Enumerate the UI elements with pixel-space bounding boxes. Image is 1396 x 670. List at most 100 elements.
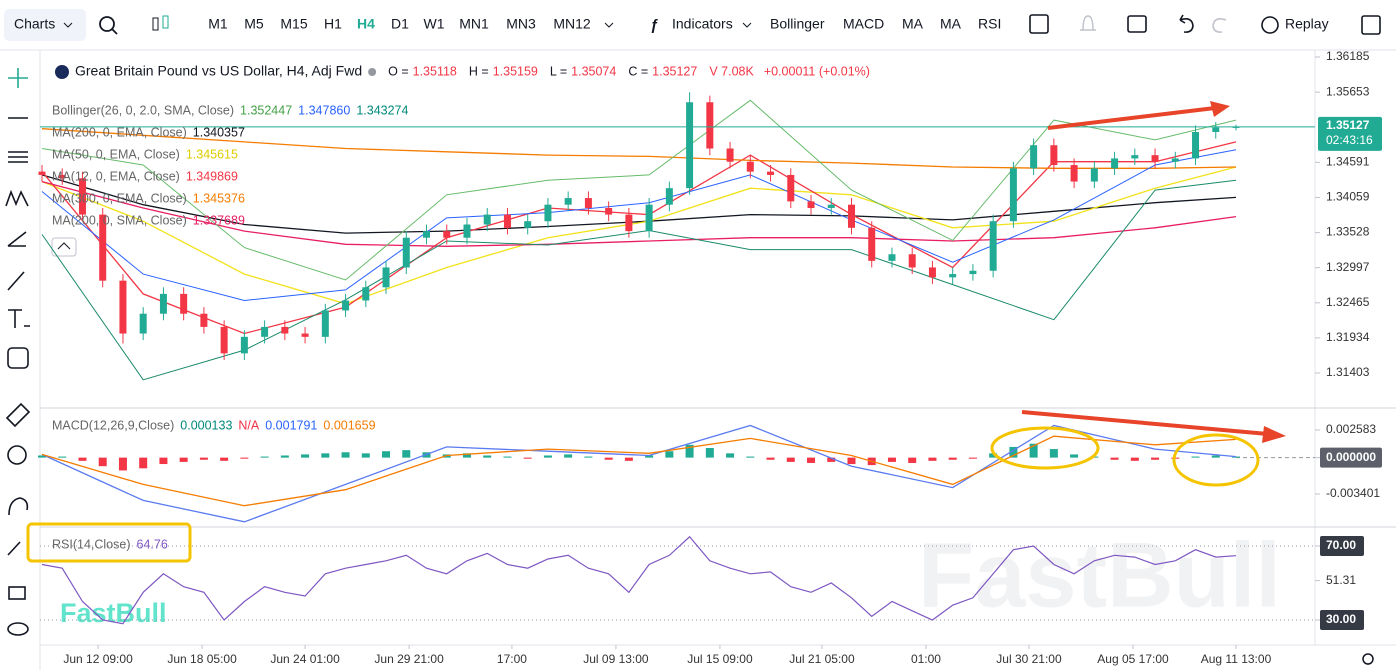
brush-tool[interactable] [7,271,25,291]
settings-icon[interactable] [1362,653,1374,665]
candle-body [665,188,673,205]
text-tool[interactable] [8,309,30,328]
histogram-bar [645,455,654,458]
projection-tool[interactable] [7,231,27,247]
candle-body [321,310,329,337]
histogram-bar [179,457,188,462]
emoji-tool[interactable] [7,347,29,369]
candle-body [686,102,694,189]
histogram-bar [726,453,735,458]
x-tick-label: 17:00 [497,652,527,666]
fx-icon: ƒ [650,17,658,34]
zero-value-box [1320,447,1382,468]
y-tick-label: 70.00 [1326,538,1356,552]
y-tick-label: -0.003401 [1326,486,1380,500]
timeframe-button[interactable]: M1 [208,16,228,32]
indicator-button[interactable]: MA [940,16,962,32]
candle-body [342,300,350,311]
indicator-value: 1.340357 [193,125,245,139]
redo-icon[interactable] [1212,18,1227,33]
calendar-icon[interactable] [1127,15,1147,33]
lock-tool[interactable] [8,586,26,600]
timeframe-button[interactable]: H1 [324,16,342,32]
search-icon[interactable] [99,16,115,32]
timeframe-button[interactable]: W1 [424,16,445,32]
x-tick-label: Jul 15 09:00 [687,652,753,666]
rsi-line [41,535,1237,625]
undo-icon[interactable] [1179,14,1194,33]
indicators-button[interactable]: Indicators [672,16,733,32]
timeframe-button[interactable]: M15 [280,16,307,32]
candle-body [1131,155,1139,159]
histogram-bar [341,452,350,458]
histogram-bar [746,456,755,458]
timeframe-button[interactable]: M5 [244,16,264,32]
fib-tool[interactable] [8,151,28,163]
histogram-bar [827,457,836,462]
indicator-button[interactable]: RSI [978,16,1001,32]
highlight-box [26,522,192,563]
timeframe-button[interactable]: MN3 [506,16,536,32]
y-tick-label: 1.34059 [1326,190,1370,204]
indicator-button[interactable]: Bollinger [770,16,825,32]
candle-icon[interactable] [152,17,159,31]
replay-button[interactable]: Replay [1285,16,1329,32]
histogram-bar [58,456,67,458]
zoom-tool[interactable] [7,445,27,465]
ruler-tool[interactable] [5,402,31,428]
timeframe-button[interactable]: D1 [391,16,409,32]
candle-body [564,198,572,205]
ohlc-label: H = [469,64,489,78]
histogram-bar [908,457,917,463]
ohlc-value: 1.35159 [493,64,538,78]
collapse-legend-button[interactable] [51,237,77,257]
x-tick-label: Jun 24 01:00 [270,652,340,666]
timeframe-button[interactable]: H4 [357,16,375,32]
histogram-bar [361,453,370,458]
crosshair-tool[interactable] [8,68,28,88]
x-tick-label: Aug 11 13:00 [1201,652,1272,666]
layout-icon[interactable] [1029,14,1049,34]
candle-body [989,221,997,271]
volume-label: V 7.08K [709,64,754,78]
timeframe-button[interactable]: MN12 [553,16,591,32]
histogram-bar [220,457,229,461]
replay-icon[interactable] [1261,16,1279,34]
histogram-bar [462,453,471,458]
candle-body [139,313,147,334]
candle-body [746,161,754,172]
candle-body [605,207,613,215]
indicator-button[interactable]: MA [902,16,924,32]
arrow-head [1262,426,1286,443]
watermark-logo: FastBull [60,598,167,628]
timeframe-button[interactable]: MN1 [459,16,489,32]
ohlc-label: L = [550,64,567,78]
visibility-tool[interactable] [7,622,29,636]
x-tick-label: Jun 12 09:00 [63,652,133,666]
histogram-bar [98,457,107,467]
charts-label[interactable]: Charts [14,16,55,32]
indicator-name: MA(12, 0, EMA, Close) [52,169,180,183]
charts-button[interactable] [4,9,86,41]
magnet-tool[interactable] [8,497,29,516]
y-tick-label: 0.000000 [1326,450,1376,464]
histogram-bar [847,457,856,465]
drawing-mode-tool[interactable] [7,541,21,556]
arrow-head [1210,101,1230,117]
histogram-bar [483,455,492,458]
trend-arrow [1021,410,1269,436]
candle-body [1151,155,1159,162]
alert-icon[interactable] [1080,15,1096,31]
candle-body [180,293,188,314]
histogram-bar [1070,454,1079,458]
candle-body [706,102,714,149]
indicator-button[interactable]: MACD [843,16,884,32]
level-value-box [1320,610,1364,631]
panel-icon[interactable] [1361,15,1381,35]
pattern-tool[interactable] [5,189,29,207]
indicator-name: RSI(14,Close) [52,537,131,551]
candle-body [868,227,876,261]
y-tick-label: 1.33528 [1326,225,1370,239]
candle-body [463,224,471,238]
histogram-bar [1151,457,1160,460]
